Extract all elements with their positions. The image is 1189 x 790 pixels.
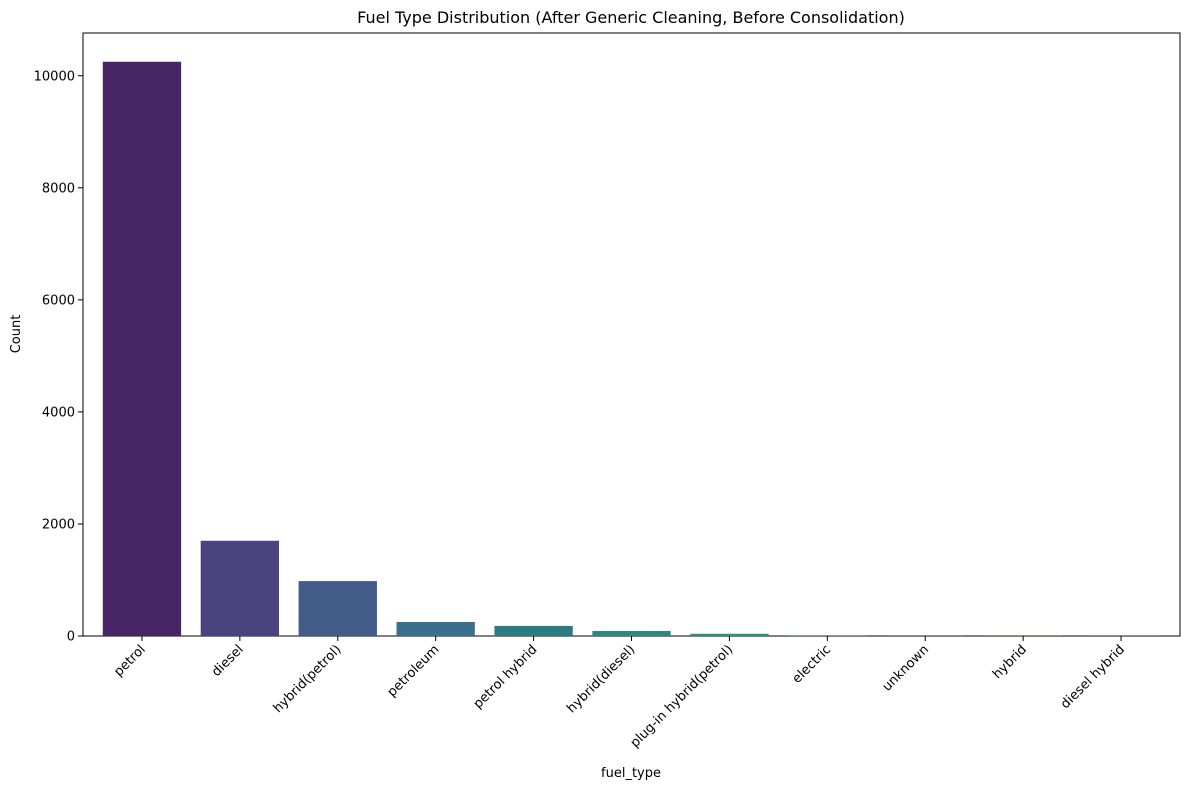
x-tick-label: petroleum	[385, 642, 443, 700]
y-tick-label: 2000	[42, 517, 75, 532]
x-axis-title: fuel_type	[601, 766, 661, 781]
y-axis-title: Count	[9, 315, 24, 354]
y-tick-label: 6000	[42, 293, 75, 308]
x-tick-label: diesel hybrid	[1058, 642, 1128, 712]
x-tick-label: unknown	[880, 642, 932, 694]
y-tick-label: 8000	[42, 181, 75, 196]
x-axis: petrol diesel hybrid(petrol) petroleum petro…	[111, 636, 1128, 751]
y-axis: 0 2000 4000 6000 8000 10000	[34, 69, 83, 645]
x-tick-label: diesel	[209, 642, 247, 680]
bar-diesel	[200, 540, 280, 636]
y-tick-label: 10000	[34, 69, 75, 84]
bar-petroleum	[396, 621, 475, 636]
x-tick-label: petrol hybrid	[471, 642, 541, 712]
x-tick-label: hybrid(diesel)	[564, 642, 638, 716]
bar-petrol	[102, 61, 182, 637]
x-tick-label: petrol	[111, 642, 148, 679]
bar-hybrid-petrol-	[298, 581, 377, 636]
bar-petrol-hybrid	[494, 625, 573, 636]
x-tick-label: plug-in hybrid(petrol)	[628, 642, 737, 751]
bar-plug-in-hybrid-petrol-	[690, 633, 769, 636]
x-tick-label: hybrid	[990, 642, 1030, 682]
bars-layer	[102, 61, 1161, 637]
y-tick-label: 0	[67, 630, 75, 645]
bar-hybrid-diesel-	[592, 630, 671, 636]
chart-title: Fuel Type Distribution (After Generic Cl…	[357, 8, 905, 27]
x-tick-label: electric	[790, 642, 835, 687]
y-tick-label: 4000	[42, 405, 75, 420]
x-tick-label: hybrid(petrol)	[271, 642, 345, 716]
